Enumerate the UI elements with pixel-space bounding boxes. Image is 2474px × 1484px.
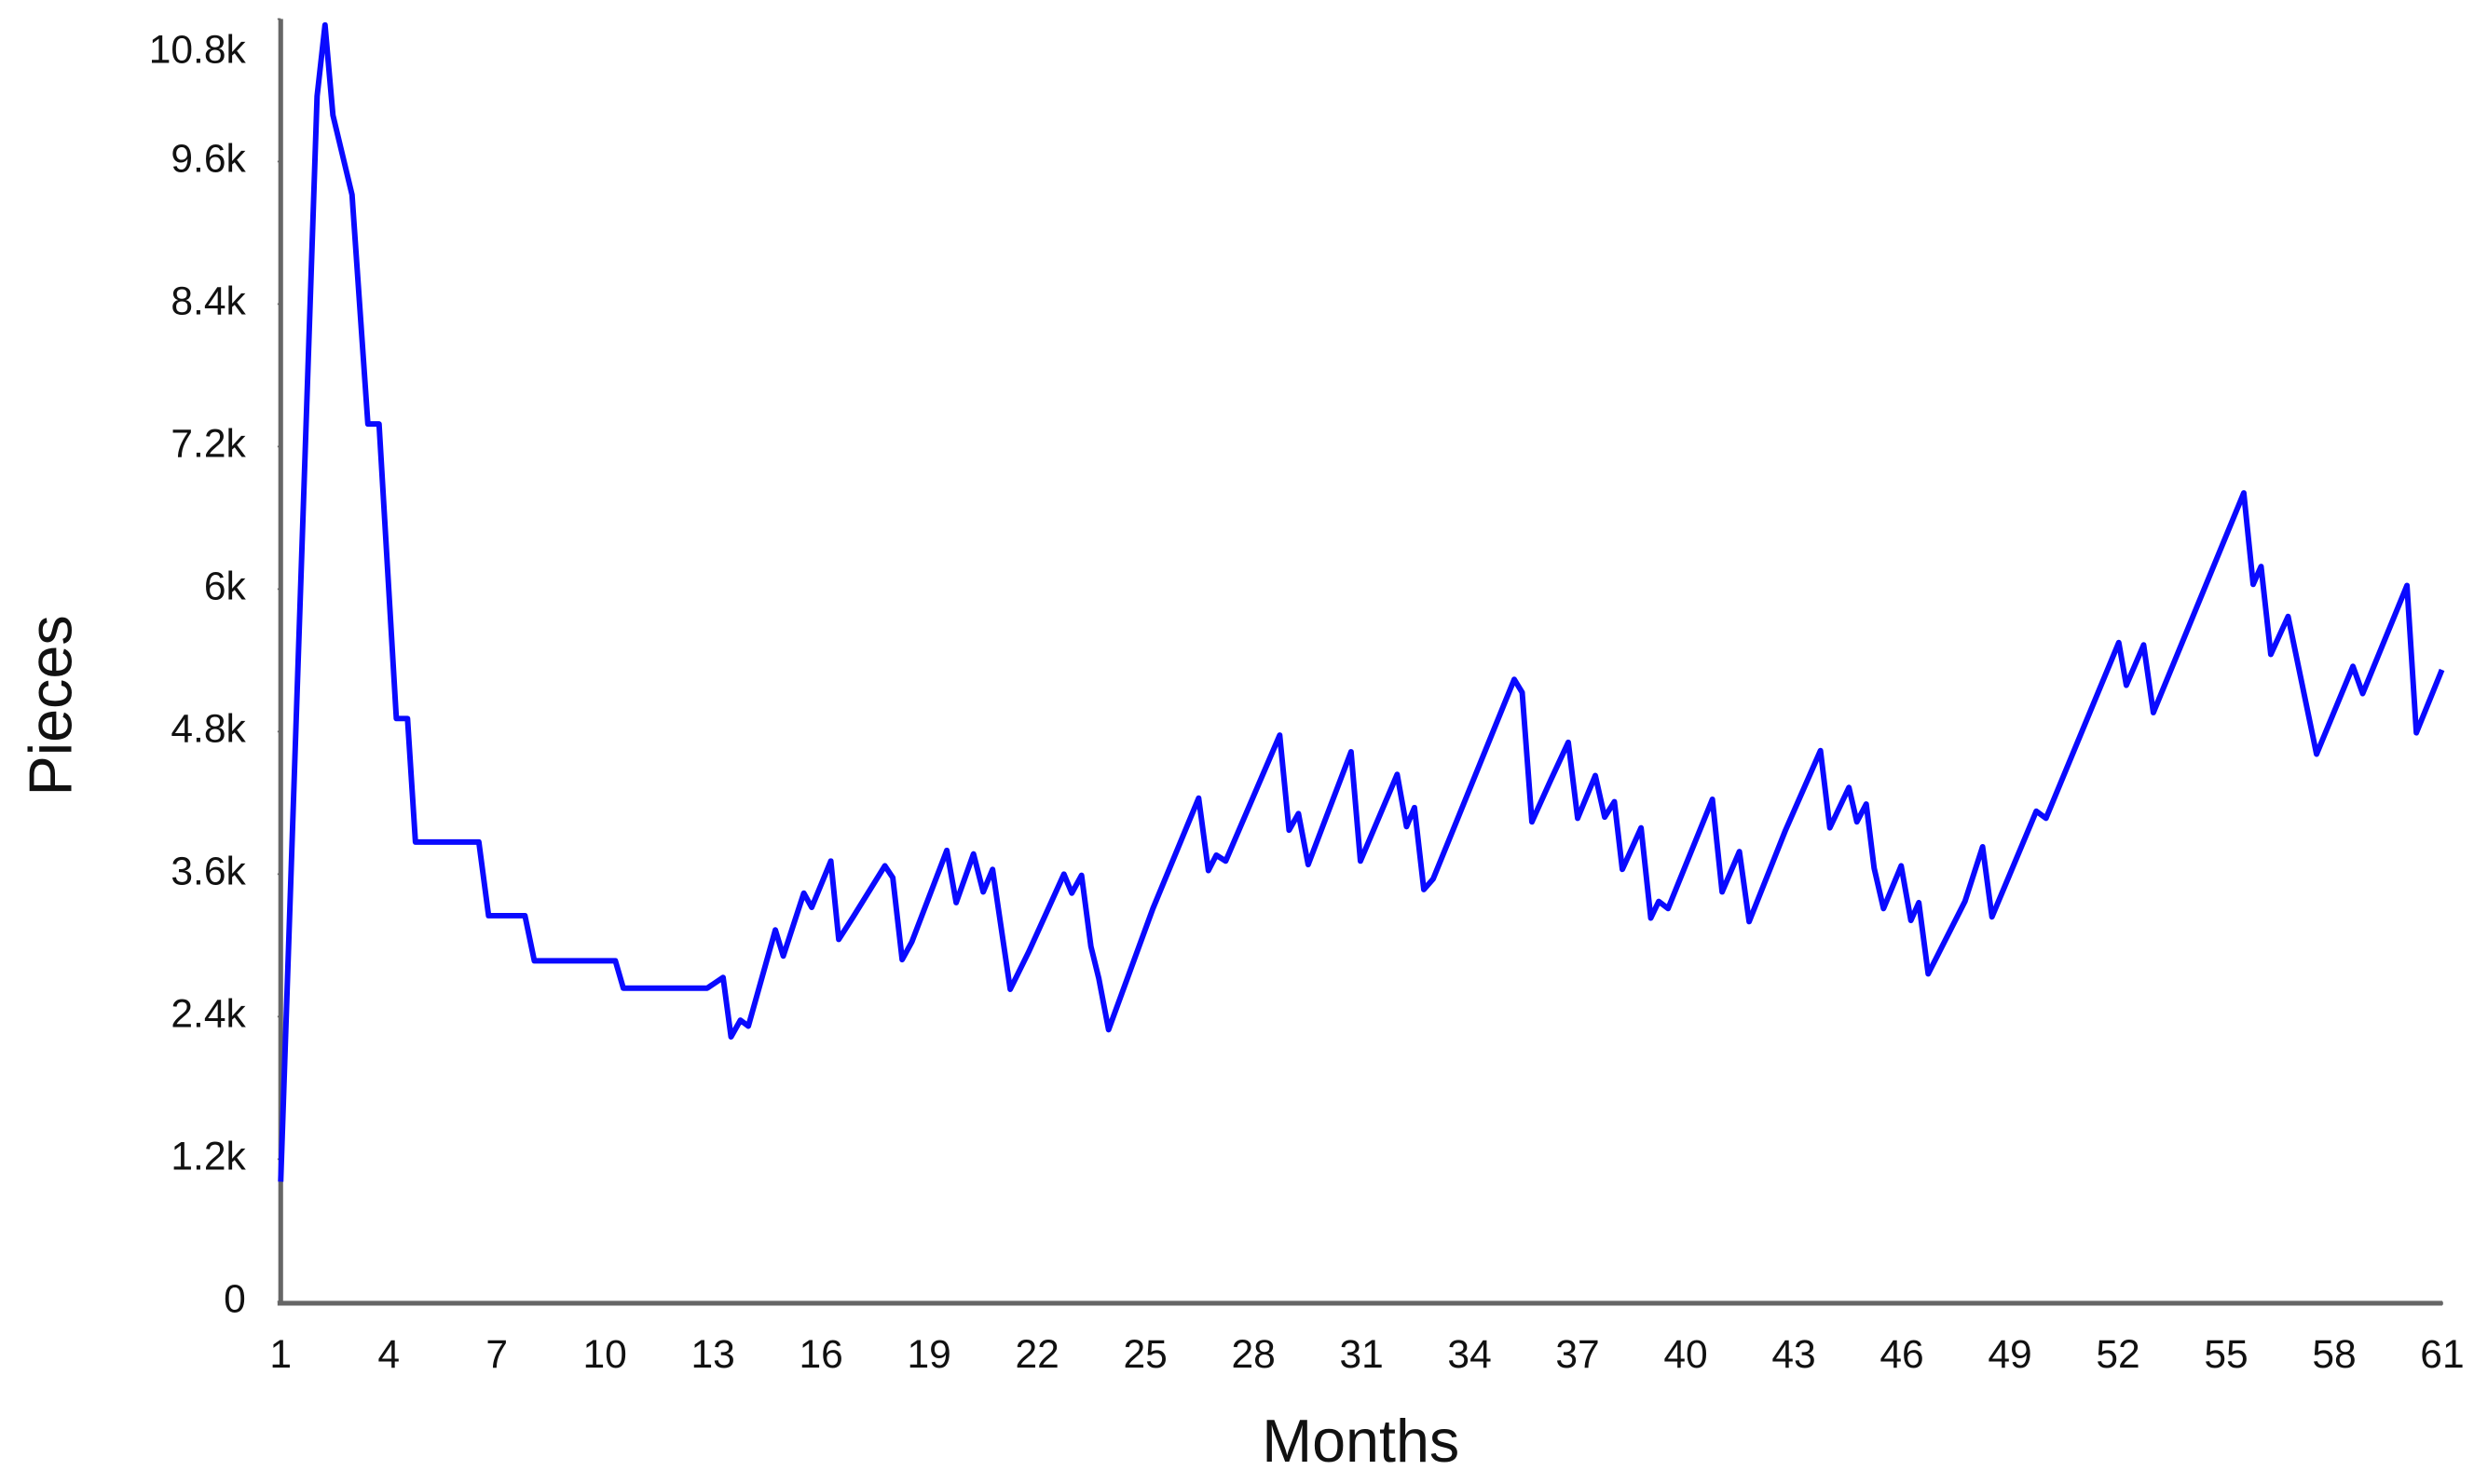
x-tick-label: 61 bbox=[2420, 1332, 2464, 1377]
x-tick-label: 52 bbox=[2096, 1332, 2139, 1377]
y-tick-label: 6k bbox=[204, 565, 247, 609]
data-line bbox=[278, 21, 2445, 1182]
y-tick-label: 2.4k bbox=[171, 992, 246, 1037]
y-tick-label: 4.8k bbox=[171, 707, 246, 752]
y-tick-label: 9.6k bbox=[171, 137, 246, 182]
y-tick-label: 10.8k bbox=[149, 27, 247, 72]
x-tick-label: 28 bbox=[1231, 1332, 1275, 1377]
x-tick-label: 13 bbox=[691, 1332, 735, 1377]
x-tick-label: 25 bbox=[1123, 1332, 1167, 1377]
x-tick-label: 16 bbox=[800, 1332, 843, 1377]
x-tick-label: 55 bbox=[2204, 1332, 2248, 1377]
x-tick-label: 19 bbox=[908, 1332, 951, 1377]
x-tick-label: 49 bbox=[1988, 1332, 2031, 1377]
y-tick-label: 0 bbox=[224, 1277, 246, 1322]
y-tick-label: 8.4k bbox=[171, 279, 246, 324]
x-tick-label: 22 bbox=[1015, 1332, 1059, 1377]
x-tick-label: 58 bbox=[2312, 1332, 2356, 1377]
x-tick-label: 7 bbox=[485, 1332, 508, 1377]
x-axis-title: Months bbox=[1262, 1407, 1459, 1475]
x-tick-label: 40 bbox=[1663, 1332, 1707, 1377]
x-tick-label: 37 bbox=[1555, 1332, 1599, 1377]
y-tick-label: 7.2k bbox=[171, 422, 246, 467]
x-tick-label: 10 bbox=[583, 1332, 627, 1377]
x-tick-label: 46 bbox=[1879, 1332, 1923, 1377]
x-tick-label: 4 bbox=[377, 1332, 400, 1377]
y-axis-title: Pieces bbox=[17, 615, 85, 796]
y-tick-label: 1.2k bbox=[171, 1135, 246, 1179]
x-tick-label: 31 bbox=[1339, 1332, 1383, 1377]
x-tick-label: 34 bbox=[1447, 1332, 1491, 1377]
y-tick-label: 3.6k bbox=[171, 850, 246, 894]
x-tick-label: 1 bbox=[269, 1332, 292, 1377]
x-tick-label: 43 bbox=[1771, 1332, 1815, 1377]
